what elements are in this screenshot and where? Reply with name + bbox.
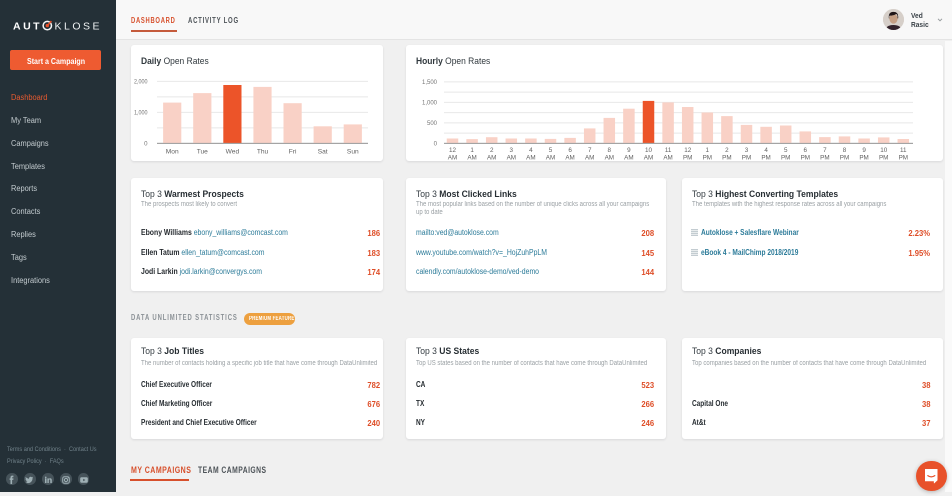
- svg-text:2,000: 2,000: [134, 80, 148, 86]
- svg-text:Wed: Wed: [226, 149, 240, 156]
- svg-text:AM: AM: [663, 155, 672, 161]
- svg-text:4: 4: [764, 147, 768, 154]
- svg-text:10: 10: [645, 147, 653, 154]
- svg-text:Mon: Mon: [166, 149, 179, 156]
- svg-text:Fri: Fri: [289, 149, 297, 156]
- svg-text:11: 11: [665, 147, 672, 154]
- svg-text:7: 7: [823, 147, 827, 154]
- svg-text:Sun: Sun: [347, 149, 359, 156]
- svg-text:1,000: 1,000: [422, 101, 438, 107]
- svg-text:AM: AM: [487, 155, 496, 161]
- svg-text:PM: PM: [859, 155, 868, 161]
- svg-text:AM: AM: [526, 155, 535, 161]
- svg-text:AM: AM: [565, 155, 574, 161]
- svg-text:KLOSE: KLOSE: [55, 20, 103, 32]
- svg-text:11: 11: [900, 147, 907, 154]
- svg-text:500: 500: [427, 121, 438, 127]
- svg-text:3: 3: [510, 147, 514, 154]
- svg-text:9: 9: [627, 147, 631, 154]
- svg-text:AM: AM: [624, 155, 633, 161]
- svg-text:PM: PM: [820, 155, 829, 161]
- svg-text:5: 5: [549, 147, 553, 154]
- svg-text:PM: PM: [879, 155, 888, 161]
- svg-text:1: 1: [706, 147, 710, 154]
- svg-text:9: 9: [862, 147, 866, 154]
- svg-text:PM: PM: [683, 155, 692, 161]
- svg-text:2: 2: [725, 147, 729, 154]
- svg-text:2: 2: [490, 147, 494, 154]
- svg-text:7: 7: [588, 147, 592, 154]
- svg-text:PM: PM: [781, 155, 790, 161]
- svg-text:AM: AM: [605, 155, 614, 161]
- svg-text:0: 0: [144, 142, 148, 148]
- svg-text:PM: PM: [840, 155, 849, 161]
- svg-text:AM: AM: [644, 155, 653, 161]
- svg-text:AM: AM: [507, 155, 516, 161]
- svg-text:6: 6: [804, 147, 808, 154]
- svg-text:8: 8: [843, 147, 847, 154]
- svg-text:1: 1: [470, 147, 474, 154]
- svg-text:PM: PM: [742, 155, 751, 161]
- svg-text:PM: PM: [761, 155, 770, 161]
- svg-text:4: 4: [529, 147, 533, 154]
- svg-text:10: 10: [880, 147, 888, 154]
- svg-text:1,000: 1,000: [134, 111, 148, 117]
- svg-text:AUT: AUT: [13, 20, 42, 32]
- svg-text:AM: AM: [546, 155, 555, 161]
- svg-text:12: 12: [684, 147, 692, 154]
- svg-text:3: 3: [745, 147, 749, 154]
- svg-text:Sat: Sat: [318, 149, 328, 156]
- svg-text:AM: AM: [467, 155, 476, 161]
- svg-text:12: 12: [449, 147, 457, 154]
- svg-text:5: 5: [784, 147, 788, 154]
- svg-text:PM: PM: [722, 155, 731, 161]
- svg-text:Tue: Tue: [197, 149, 208, 156]
- svg-text:AM: AM: [448, 155, 457, 161]
- svg-text:Thu: Thu: [257, 149, 269, 156]
- svg-text:0: 0: [434, 142, 438, 148]
- svg-text:AM: AM: [585, 155, 594, 161]
- svg-text:8: 8: [608, 147, 612, 154]
- svg-text:6: 6: [568, 147, 572, 154]
- svg-text:1,500: 1,500: [422, 80, 438, 86]
- svg-text:PM: PM: [801, 155, 810, 161]
- svg-text:PM: PM: [703, 155, 712, 161]
- svg-text:PM: PM: [899, 155, 908, 161]
